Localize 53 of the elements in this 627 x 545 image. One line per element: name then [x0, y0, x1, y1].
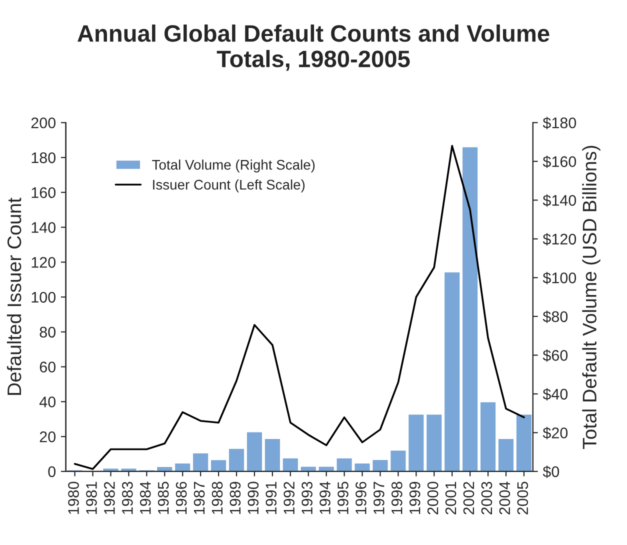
x-tick-label: 1994 [320, 482, 330, 514]
x-tick-label: 1992 [284, 482, 295, 514]
x-tick-label: 1997 [374, 482, 384, 514]
y-tick-label: 120 [32, 257, 56, 268]
y-tick-label: 180 [32, 152, 56, 164]
legend-label: Total Volume (Right Scale) [152, 160, 315, 172]
x-tick-label: 1980 [68, 482, 79, 514]
y2-tick-label: $180 [542, 116, 576, 130]
x-tick-label: 1998 [391, 482, 402, 514]
x-tick-label: 2005 [517, 482, 528, 514]
x-tick-label: 1987 [194, 482, 205, 514]
y2-tick-label: $160 [542, 156, 576, 168]
y-axis-title: Defaulted Issuer Count [6, 198, 22, 395]
y2-tick-label: $40 [542, 388, 568, 401]
x-tick-label: 1981 [86, 482, 97, 514]
x-tick-label: 1993 [302, 482, 312, 514]
x-tick-label: 1991 [266, 482, 277, 514]
y2-axis-title: Total Default Volume (USD Billions) [582, 146, 600, 449]
y2-tick-label: $140 [542, 194, 576, 207]
y2-tick-label: $80 [542, 310, 568, 323]
x-tick-label: 1982 [104, 482, 115, 514]
y2-tick-label: $20 [542, 426, 568, 440]
x-tick-label: 1985 [158, 482, 169, 514]
x-tick-label: 1990 [248, 482, 259, 514]
x-tick-label: 1996 [356, 482, 366, 514]
y-tick-label: 40 [39, 396, 56, 408]
x-tick-label: 2004 [499, 482, 510, 514]
x-tick-label: 1995 [338, 482, 348, 514]
x-tick-label: 1983 [122, 482, 133, 514]
y-tick-label: 140 [32, 222, 56, 233]
x-tick-label: 2002 [463, 482, 474, 514]
y-tick-label: 60 [40, 362, 56, 372]
y2-tick-label: $120 [542, 233, 576, 246]
legend-label: Issuer Count (Left Scale) [153, 179, 305, 192]
x-tick-label: 1989 [230, 482, 241, 514]
x-tick-label: 1986 [176, 482, 187, 514]
y-tick-label: 20 [40, 431, 56, 442]
line-series [74, 144, 525, 470]
y-tick-label: 160 [32, 187, 56, 198]
y-tick-label: 200 [31, 117, 56, 128]
x-tick-label: 1999 [409, 482, 420, 514]
x-tick-label: 1988 [212, 482, 223, 514]
y2-tick-label: $0 [542, 466, 560, 478]
y-tick-label: 100 [32, 292, 56, 303]
y2-tick-label: $60 [542, 349, 568, 362]
y-tick-label: 0 [48, 466, 56, 478]
x-tick-label: 2003 [481, 482, 492, 514]
x-tick-label: 2001 [445, 482, 456, 514]
y2-tick-label: $100 [542, 272, 576, 284]
x-tick-label: 1984 [140, 482, 151, 514]
chart-title: Annual Global Default Counts and Volume Totals, 1980-2005 [78, 24, 550, 71]
x-tick-label: 2000 [427, 482, 438, 514]
y-tick-label: 80 [40, 326, 56, 338]
